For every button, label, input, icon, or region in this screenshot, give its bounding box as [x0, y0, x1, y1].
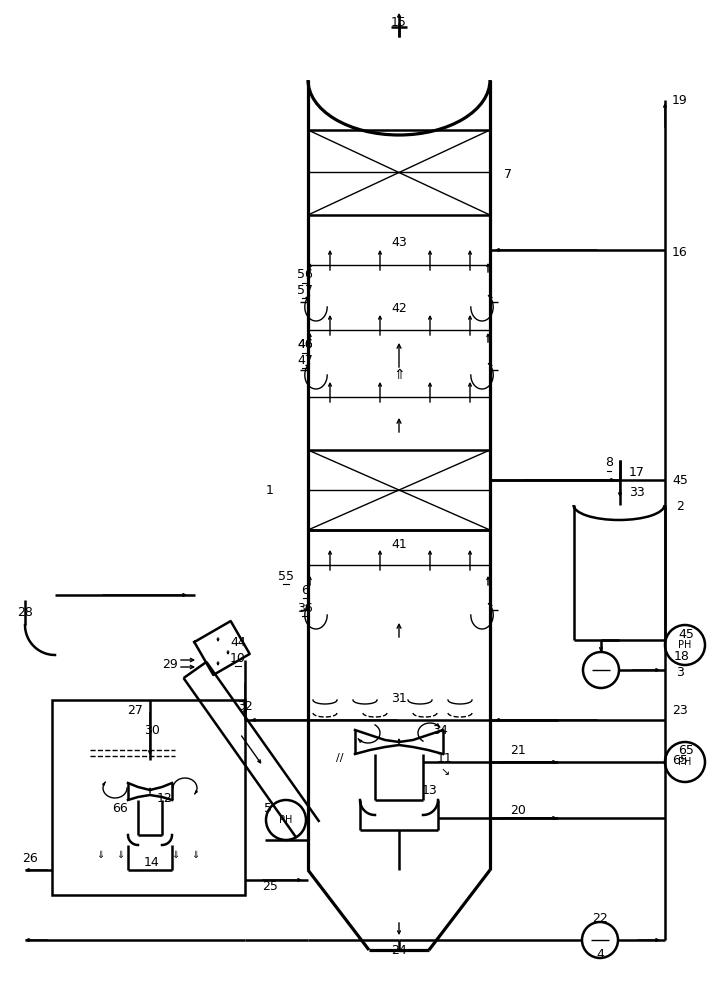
Bar: [52, 700, 245, 895]
Text: ⇓: ⇓: [171, 850, 179, 860]
Text: 15: 15: [391, 15, 407, 28]
Text: PH: PH: [678, 640, 692, 650]
Text: 23: 23: [672, 704, 688, 716]
Text: 56: 56: [297, 268, 313, 282]
Text: 22: 22: [592, 912, 608, 924]
Text: ⇓: ⇓: [191, 850, 199, 860]
Text: 43: 43: [391, 235, 407, 248]
Text: 26: 26: [22, 852, 38, 864]
Text: 29: 29: [162, 658, 178, 672]
Text: ⇑: ⇑: [393, 368, 405, 382]
Text: 28: 28: [17, 605, 33, 618]
Text: 41: 41: [391, 538, 407, 552]
Text: 34: 34: [432, 724, 448, 736]
Text: 21: 21: [510, 744, 526, 756]
Text: PH: PH: [678, 757, 692, 767]
Text: 45: 45: [678, 629, 694, 642]
Text: 8: 8: [605, 456, 613, 470]
Text: 33: 33: [629, 487, 645, 499]
Text: ⇓: ⇓: [96, 850, 104, 860]
Text: ↘: ↘: [440, 767, 450, 777]
Text: 32: 32: [237, 700, 253, 712]
Text: 13: 13: [422, 784, 438, 796]
Text: 46: 46: [297, 338, 313, 352]
Text: 1: 1: [266, 484, 274, 496]
Text: 30: 30: [144, 724, 160, 736]
Text: 17: 17: [629, 466, 645, 479]
Text: 55: 55: [278, 570, 294, 582]
Text: 65: 65: [678, 744, 694, 756]
Text: PH: PH: [280, 815, 292, 825]
Text: 5: 5: [264, 802, 272, 814]
Text: 66: 66: [112, 802, 128, 814]
Text: 3: 3: [676, 666, 684, 678]
Text: 20: 20: [510, 804, 526, 816]
Text: 25: 25: [262, 880, 278, 892]
Text: //: //: [336, 753, 344, 763]
Text: 4: 4: [596, 948, 604, 962]
Text: 44: 44: [230, 637, 246, 650]
Text: ⇓: ⇓: [116, 850, 124, 860]
Text: 42: 42: [391, 302, 407, 314]
Text: 14: 14: [144, 856, 160, 868]
Text: 45: 45: [672, 474, 688, 487]
Text: 27: 27: [127, 704, 143, 716]
Text: 2: 2: [676, 500, 684, 514]
Text: 31: 31: [391, 692, 407, 704]
Text: 11: 11: [437, 752, 453, 764]
Text: 18: 18: [674, 650, 690, 664]
Text: 65: 65: [672, 754, 688, 766]
Text: 12: 12: [157, 792, 173, 804]
Text: 36: 36: [297, 601, 313, 614]
Text: 24: 24: [391, 944, 407, 956]
Text: 47: 47: [297, 354, 313, 366]
Text: 6: 6: [301, 584, 309, 596]
Text: 46: 46: [297, 338, 313, 352]
Text: 57: 57: [297, 284, 313, 296]
Text: 19: 19: [672, 94, 688, 106]
Text: 7: 7: [504, 168, 512, 182]
Text: 10: 10: [230, 652, 246, 664]
Text: 16: 16: [672, 245, 688, 258]
